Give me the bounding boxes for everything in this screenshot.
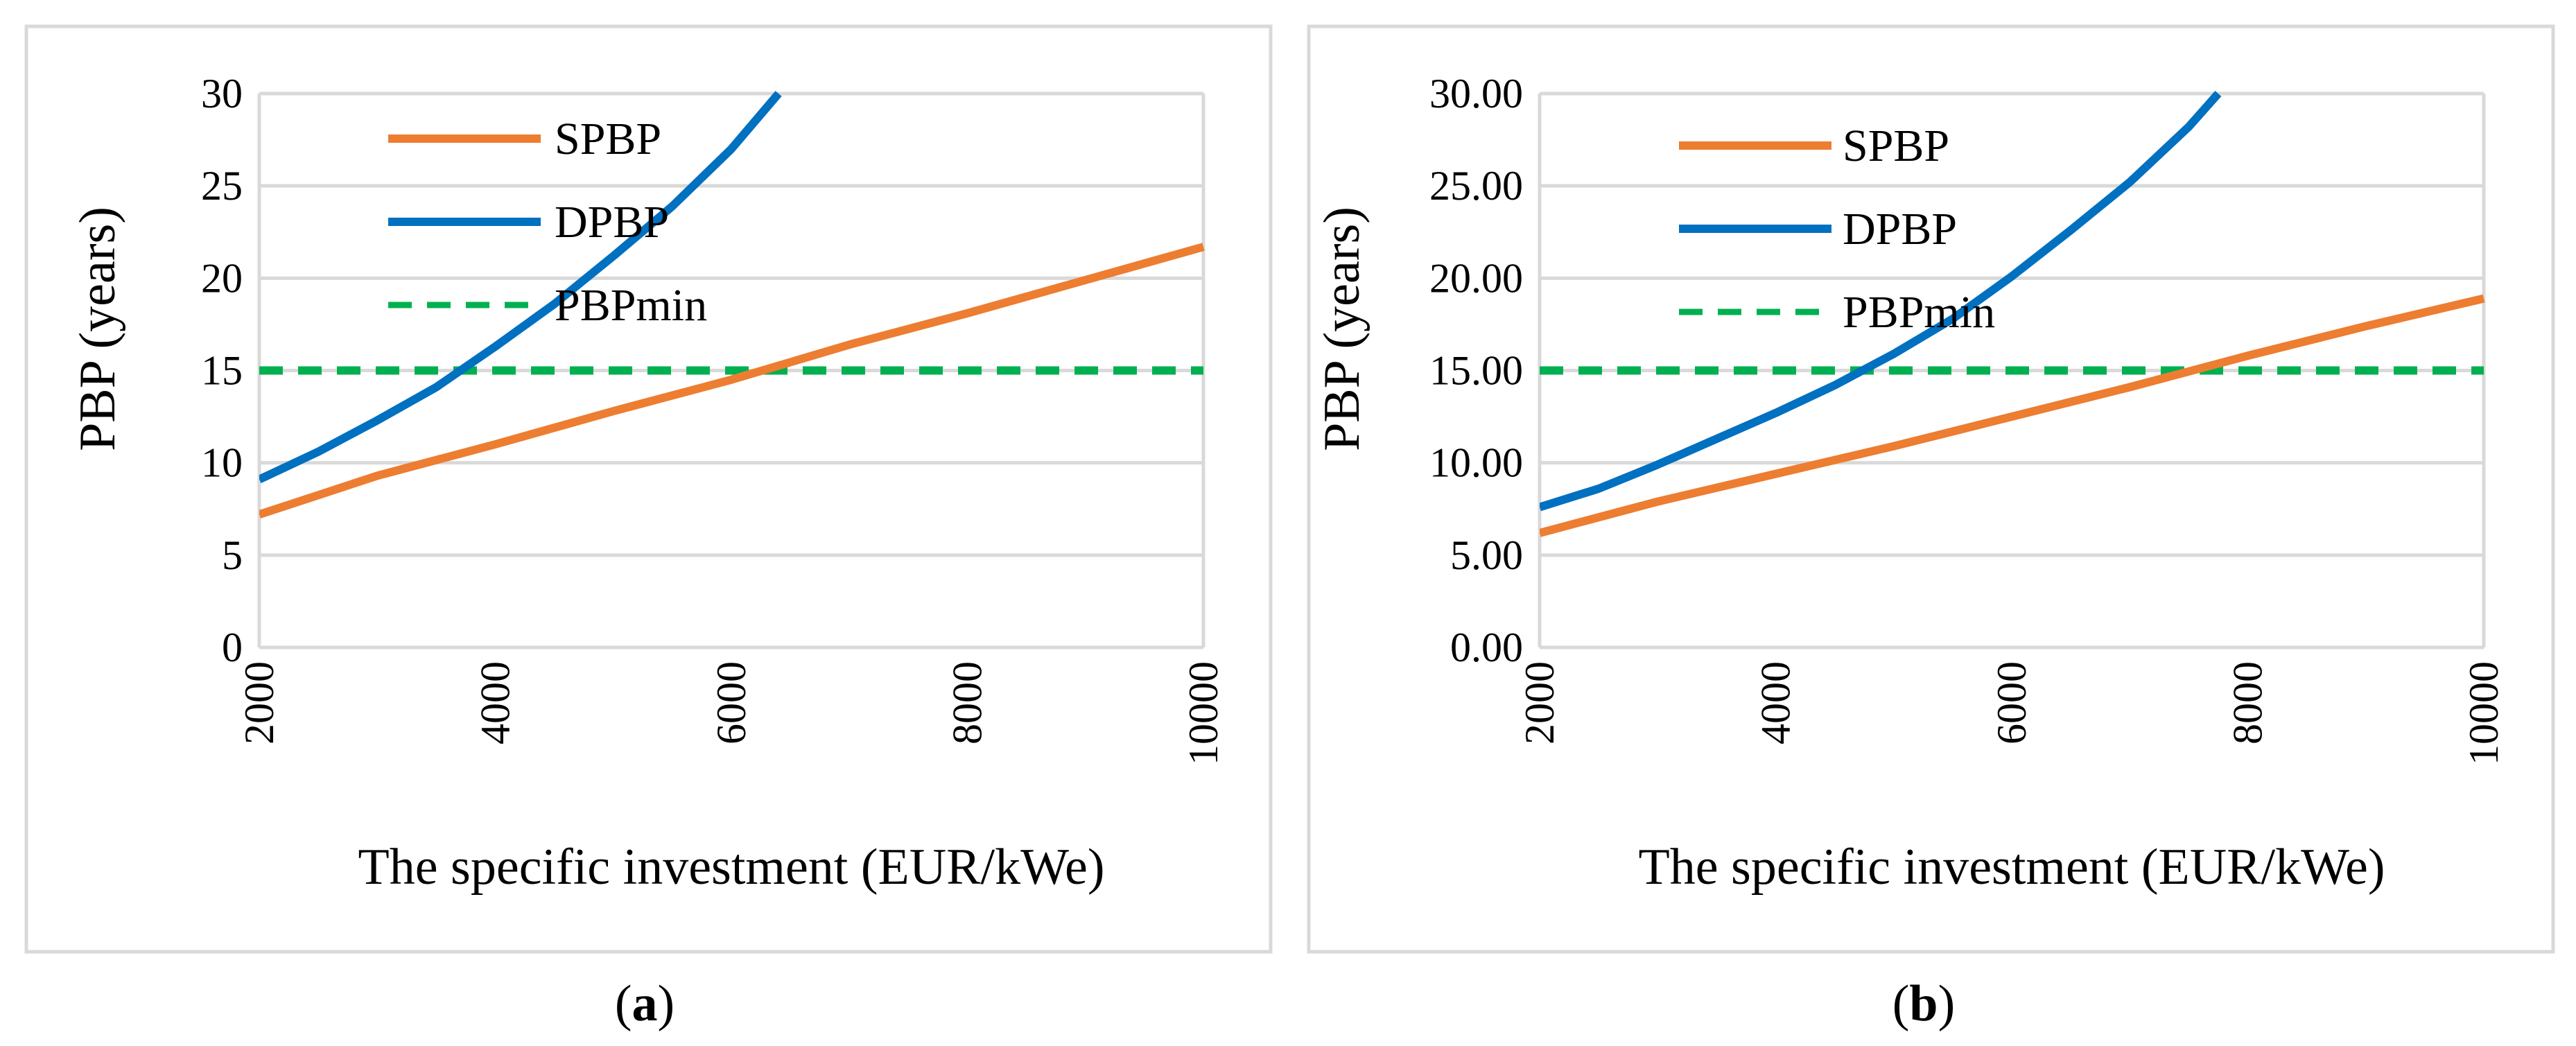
- series-line-dpbp: [1540, 91, 2222, 512]
- x-tick-label: 2000: [236, 661, 282, 744]
- x-tick-label: 4000: [1753, 661, 1799, 744]
- x-tick-label: 10000: [1181, 661, 1226, 765]
- x-axis-title: The specific investment (EUR/kWe): [1639, 839, 2385, 896]
- x-tick-label: 4000: [473, 661, 519, 744]
- y-tick-label: 15.00: [1429, 348, 1523, 394]
- caption-label: a: [632, 975, 658, 1032]
- y-tick-label: 25: [201, 163, 243, 209]
- y-axis-title: PBP (years): [69, 207, 126, 451]
- chart-panel-a: 0 5 10 15 20 25 30 2000 4000 6000 8000 10000 The spe…: [24, 24, 1273, 1032]
- y-tick-label: 5.00: [1450, 532, 1523, 578]
- y-tick-label: 0.00: [1450, 625, 1523, 670]
- series-line-spbp: [259, 243, 1205, 518]
- y-tick-label: 0: [222, 625, 243, 670]
- caption-close: ): [1938, 975, 1956, 1032]
- chart-panel-b: 0.00 5.00 10.00 15.00 20.00 25.00 30.00 2000 400…: [1307, 24, 2555, 1032]
- series-line-dpbp: [259, 91, 782, 484]
- caption-close: ): [658, 975, 675, 1032]
- x-tick-label: 6000: [1989, 661, 2035, 744]
- caption-open: (: [615, 975, 632, 1032]
- x-tick-label: 8000: [2225, 661, 2271, 744]
- y-tick-label: 10.00: [1429, 440, 1523, 486]
- y-tick-label: 5: [222, 532, 243, 578]
- panel-caption: (a): [615, 975, 675, 1032]
- caption-open: (: [1892, 975, 1910, 1032]
- x-tick-label: 6000: [708, 661, 754, 744]
- x-tick-label: 2000: [1517, 661, 1563, 744]
- panel-frame: [1307, 24, 2555, 954]
- legend-label-spbp: SPBP: [555, 114, 661, 164]
- x-tick-label: 10000: [2461, 661, 2507, 765]
- legend-label-dpbp: DPBP: [1843, 204, 1957, 254]
- x-tick-label: 8000: [945, 661, 991, 744]
- y-tick-label: 30: [201, 71, 243, 116]
- x-axis-title: The specific investment (EUR/kWe): [358, 839, 1105, 896]
- y-tick-label: 25.00: [1429, 163, 1523, 209]
- panel-caption: (b): [1892, 975, 1955, 1032]
- y-tick-label: 30.00: [1429, 71, 1523, 116]
- y-tick-label: 10: [201, 440, 243, 486]
- y-tick-label: 20: [201, 255, 243, 301]
- y-axis-title: PBP (years): [1314, 207, 1370, 451]
- caption-label: b: [1909, 975, 1938, 1032]
- y-tick-label: 15: [201, 348, 243, 394]
- panel-frame: [24, 24, 1273, 954]
- legend-label-dpbp: DPBP: [555, 197, 669, 247]
- legend-label-spbp: SPBP: [1843, 121, 1949, 171]
- series-line-spbp: [1540, 294, 2485, 537]
- legend-label-pbpmin: PBPmin: [555, 280, 707, 331]
- y-tick-label: 20.00: [1429, 255, 1523, 301]
- legend-label-pbpmin: PBPmin: [1843, 287, 1995, 338]
